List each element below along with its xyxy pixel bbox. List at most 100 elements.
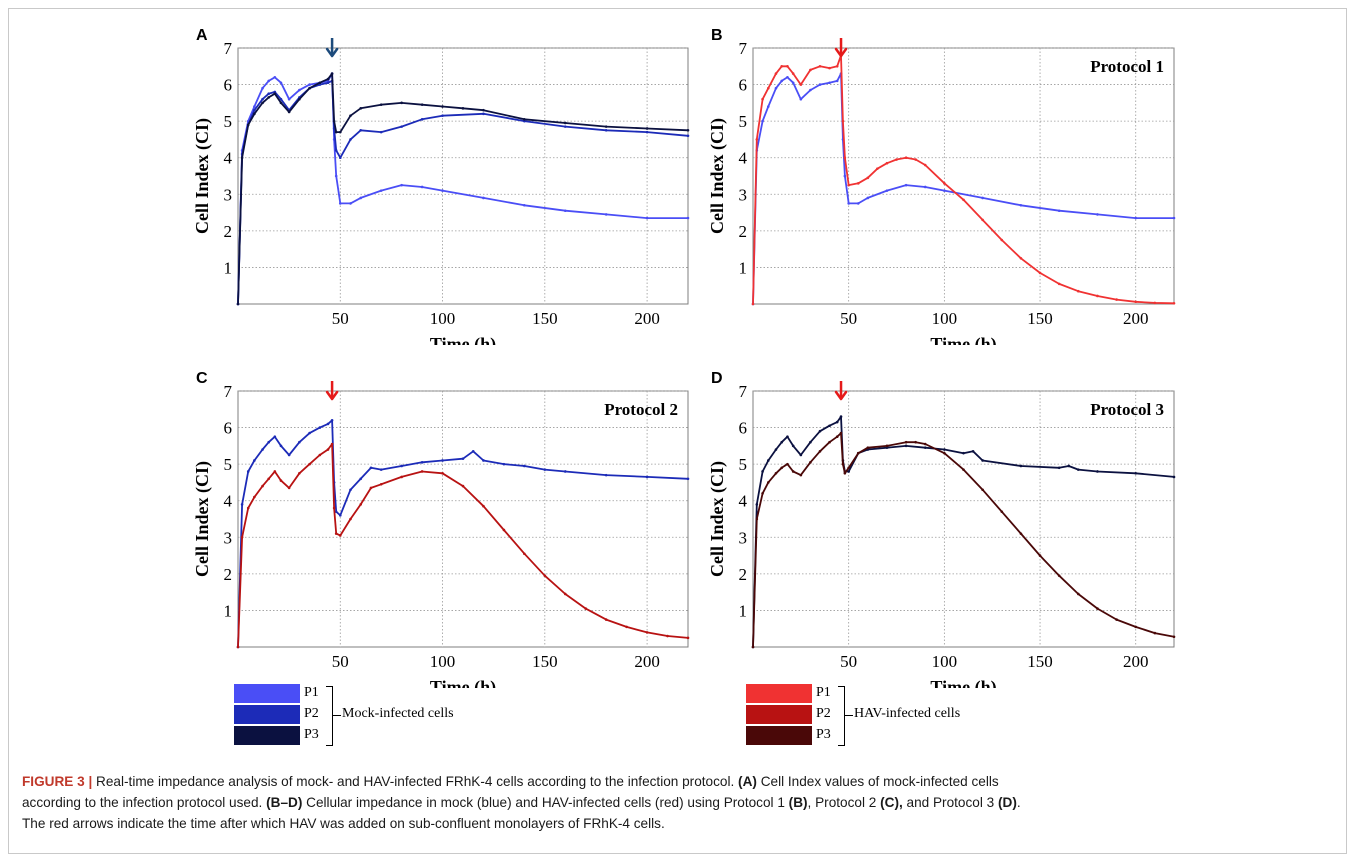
data-point-c-p2_mock-29 [543,468,547,471]
data-point-a-p1_mock-25 [563,209,567,213]
y-axis-label-a: Cell Index (CI) [192,118,213,234]
data-point-a-p2_mock-22 [441,114,444,117]
data-point-d-p3_hav-9 [809,461,812,464]
data-point-a-p2_mock-19 [379,130,383,134]
data-point-c-p2_hav-7 [279,479,283,482]
data-point-d-p3_mock-2 [761,470,764,473]
x-tick-label-c-3: 200 [634,652,660,671]
data-point-a-p1_mock-19 [379,189,383,192]
data-point-c-p2_hav-16 [338,534,342,537]
caption-line-3: The red arrows indicate the time after w… [22,816,665,831]
chart-panel-a: A 50 100 150 200 1 2 3 4 5 6 7 Time (h) Cell Index (C… [192,27,690,345]
data-point-c-p2_hav-15 [334,532,338,535]
data-point-c-p2_hav-14 [332,506,336,510]
data-point-b-p1_hav-8 [799,83,803,86]
data-point-a-p3_mock-0 [236,302,240,306]
y-tick-label-c-5: 6 [224,419,233,438]
data-point-c-p2_hav-0 [236,645,240,649]
data-point-d-p3_hav-27 [1019,532,1023,535]
y-tick-label-a-2: 3 [224,185,233,204]
data-point-a-p1_mock-16 [338,202,342,205]
data-point-a-p3_mock-3 [253,112,256,116]
data-point-a-p3_mock-15 [334,130,338,134]
data-point-b-p1_mock-2 [761,119,764,123]
data-point-b-p1_hav-33 [1096,294,1099,298]
data-point-b-p1_hav-29 [1019,256,1023,260]
legend-swatch-p2-mock [234,705,300,724]
data-point-b-p1_mock-19 [885,189,889,192]
data-point-c-p2_mock-32 [645,475,649,479]
data-point-a-p3_mock-28 [645,127,649,130]
data-point-a-p2_mock-6 [273,90,277,94]
data-point-d-p3_hav-26 [1000,510,1004,513]
x-tick-label-a-0: 50 [332,309,349,328]
data-point-d-p3_hav-21 [914,440,917,444]
y-tick-label-d-5: 6 [739,419,748,438]
data-point-a-p3_mock-13 [330,72,334,75]
caption-text-2-mid2: and Protocol 3 [902,795,998,810]
data-point-a-p3_mock-1 [240,156,244,160]
data-point-b-p1_mock-12 [835,79,839,83]
data-point-d-p3_hav-30 [1077,592,1080,596]
series-line-a-p3_mock [237,72,689,305]
y-tick-label-b-0: 1 [739,258,748,277]
data-point-a-p2_mock-4 [261,97,264,101]
data-point-b-p1_hav-31 [1057,282,1061,286]
data-point-a-p1_mock-24 [523,203,526,207]
y-tick-label-c-6: 7 [224,382,233,401]
data-point-b-p1_hav-19 [876,167,879,170]
data-point-c-p2_hav-11 [318,453,322,457]
data-point-d-p3_mock-29 [1077,468,1080,471]
data-point-b-p1_hav-2 [761,97,764,101]
data-point-b-p1_hav-3 [767,86,770,90]
data-point-d-p3_hav-14 [841,462,845,466]
y-axis-label-c: Cell Index (CI) [192,461,213,577]
data-point-a-p2_mock-18 [359,128,363,132]
y-tick-label-a-5: 6 [224,76,233,95]
data-point-a-p3_mock-23 [461,107,465,110]
data-point-c-p2_mock-18 [359,477,363,481]
data-point-d-p3_hav-33 [1134,625,1138,629]
data-point-a-p3_mock-19 [379,103,383,106]
data-point-a-p2_mock-23 [482,112,485,116]
data-point-d-p3_hav-12 [835,435,839,439]
data-point-a-p1_mock-10 [308,83,311,86]
data-point-c-p2_mock-24 [461,457,465,460]
data-point-b-p1_mock-3 [767,105,770,108]
data-point-b-p1_hav-22 [904,156,908,160]
arrow-icon-b [834,38,848,58]
data-point-c-p2_mock-33 [686,477,690,481]
data-point-d-p3_hav-17 [856,451,860,455]
legend-label-p2-hav: P2 [816,706,831,721]
y-tick-label-c-4: 5 [224,455,233,474]
data-point-d-p3_hav-31 [1096,607,1099,610]
data-point-a-p3_mock-26 [563,121,567,125]
chart-panel-d: D 50 100 150 200 1 2 3 4 5 6 7 Time (h) Cell Index (C… [707,370,1176,688]
data-point-d-p3_hav-16 [847,466,850,470]
data-point-d-p3_hav-28 [1038,554,1042,557]
data-point-b-p1_mock-23 [981,196,984,200]
caption-text-2-head: according to the infection protocol used… [22,795,267,810]
data-point-d-p3_mock-9 [809,440,812,444]
data-point-b-p1_mock-18 [866,196,870,200]
data-point-a-p3_mock-21 [420,103,424,106]
data-point-a-p1_mock-26 [604,213,608,216]
data-point-c-p2_hav-6 [273,470,277,473]
data-point-d-p3_mock-3 [767,459,770,462]
data-point-d-p3_hav-11 [828,440,831,444]
x-axis-label-a: Time (h) [430,334,496,345]
x-tick-label-b-0: 50 [840,309,857,328]
data-point-b-p1_hav-14 [841,119,845,123]
legend-swatch-p1-mock [234,684,300,703]
data-point-d-p3_hav-23 [943,451,946,455]
data-point-b-p1_mock-8 [799,97,803,101]
y-tick-label-a-1: 2 [224,222,233,241]
caption-text-2-mid: , Protocol 2 [807,795,881,810]
caption-line-1: FIGURE 3 | Real-time impedance analysis … [22,772,999,793]
data-point-b-p1_hav-10 [818,64,822,68]
data-point-b-p1_mock-16 [847,202,850,205]
y-tick-label-d-1: 2 [739,565,748,584]
data-point-d-p3_mock-12 [835,420,839,424]
data-point-a-p3_mock-22 [441,105,444,108]
x-axis-label-c: Time (h) [430,677,496,688]
